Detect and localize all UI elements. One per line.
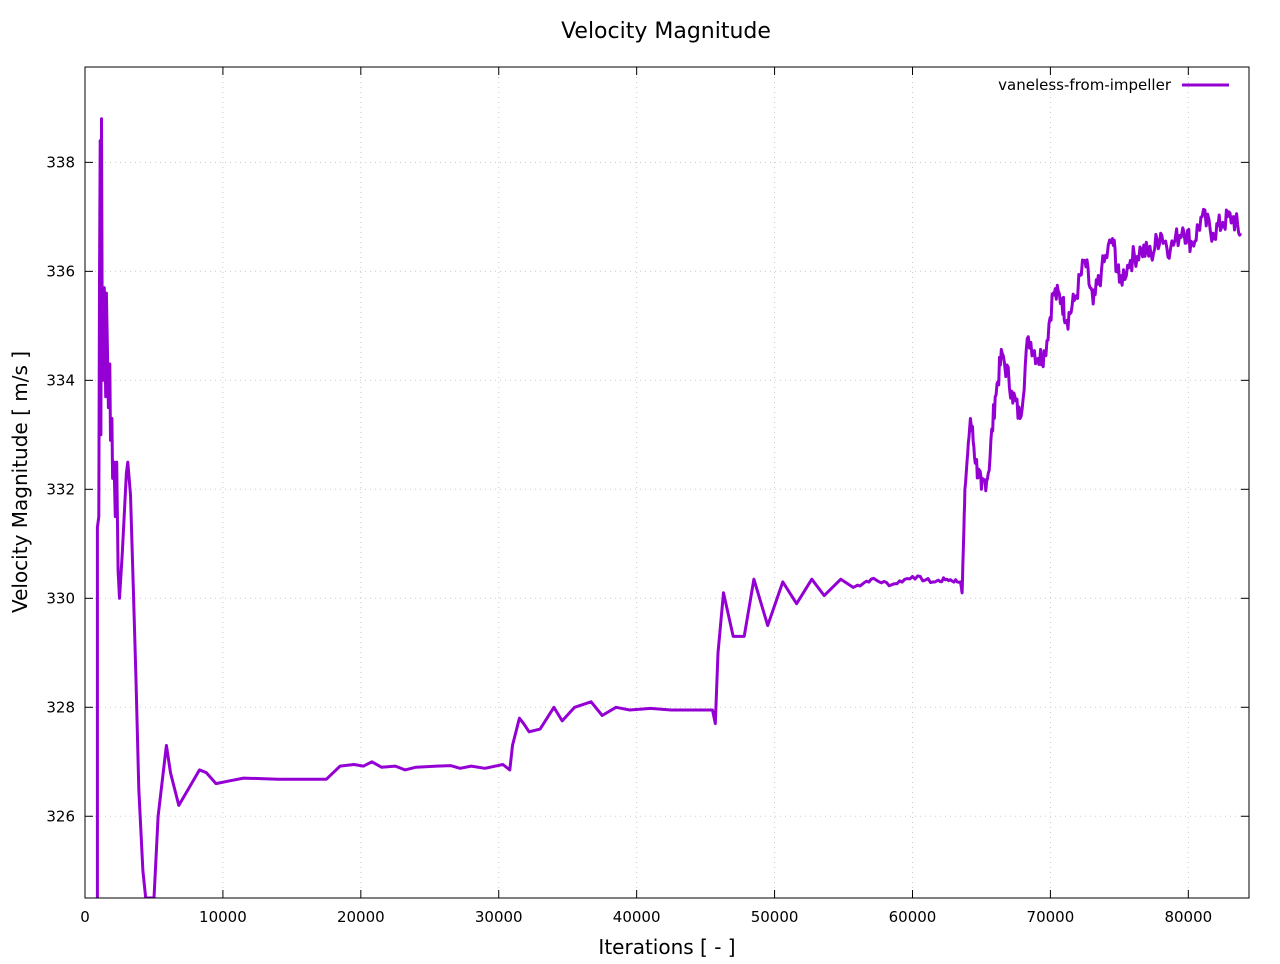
- x-tick-label: 60000: [889, 908, 937, 926]
- x-tick-label: 10000: [199, 908, 247, 926]
- y-tick-label: 328: [46, 698, 75, 716]
- x-tick-label: 20000: [337, 908, 385, 926]
- y-axis-label: Velocity Magnitude [ m/s ]: [8, 351, 32, 613]
- y-tick-label: 336: [46, 262, 75, 280]
- x-tick-label: 70000: [1027, 908, 1075, 926]
- y-tick-label: 330: [46, 589, 75, 607]
- x-tick-label: 0: [80, 908, 90, 926]
- plot-border: [84, 66, 1250, 899]
- x-tick-label: 50000: [751, 908, 799, 926]
- legend: vaneless-from-impeller: [998, 76, 1229, 94]
- x-tick-label: 80000: [1164, 908, 1212, 926]
- y-tick-label: 338: [46, 153, 75, 171]
- x-axis-label: Iterations [ - ]: [598, 935, 735, 959]
- y-tick-label: 326: [46, 807, 75, 825]
- x-tick-label: 40000: [613, 908, 661, 926]
- series-line-vaneless-from-impeller: [95, 117, 1243, 898]
- legend-label: vaneless-from-impeller: [998, 76, 1172, 94]
- y-tick-label: 334: [46, 371, 75, 389]
- chart-title: Velocity Magnitude: [561, 19, 771, 44]
- y-tick-label: 332: [46, 480, 75, 498]
- axis-ticks: 0 10000 20000 30000 40000 50000 60000 70000 8000…: [46, 67, 1249, 926]
- grid: [85, 67, 1249, 898]
- x-tick-label: 30000: [475, 908, 523, 926]
